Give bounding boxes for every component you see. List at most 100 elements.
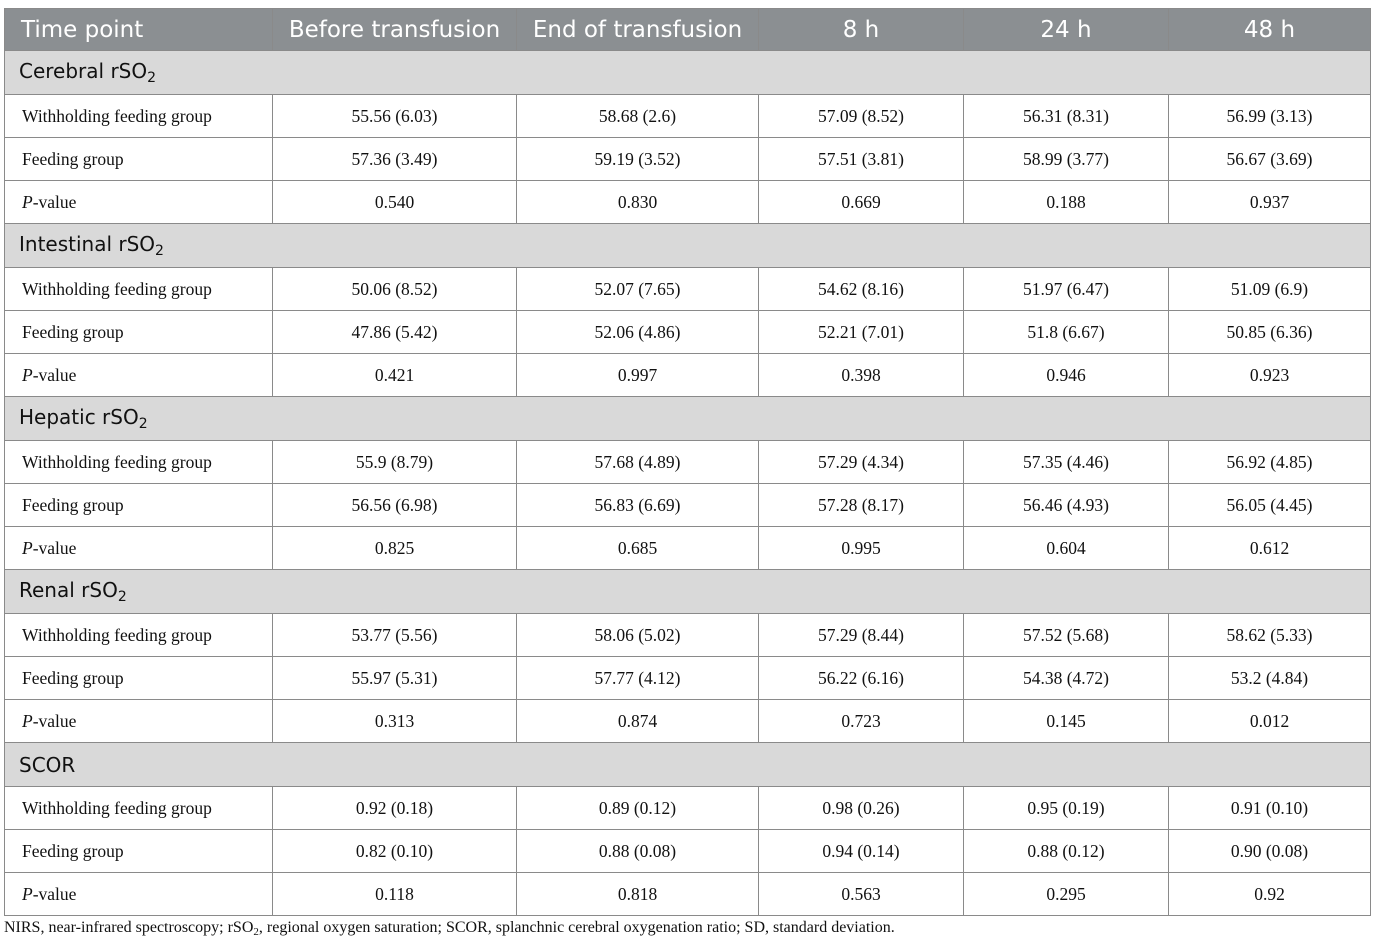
row-label-text: Withholding feeding group (22, 278, 212, 299)
table-cell: 50.06 (8.52) (272, 267, 517, 311)
row-label-text: Feeding group (22, 148, 124, 169)
table-row: Withholding feeding group 55.56 (6.03) 58.… (4, 94, 1371, 138)
table-cell: 57.52 (5.68) (963, 613, 1169, 657)
table-cell: 0.92 (0.18) (272, 786, 517, 830)
footnote-subscript: 2 (253, 926, 259, 938)
table-row: Feeding group 0.82 (0.10) 0.88 (0.08) 0.94 … (4, 829, 1371, 873)
row-label-text: Withholding feeding group (22, 797, 212, 818)
table-cell: 53.77 (5.56) (272, 613, 517, 657)
table-row: Withholding feeding group 53.77 (5.56) 58.… (4, 613, 1371, 657)
table-cell: 50.85 (6.36) (1168, 310, 1371, 354)
section-title: Hepatic rSO2 (4, 396, 1371, 441)
table-cell: 0.997 (516, 353, 759, 397)
table-cell: 56.22 (6.16) (758, 656, 964, 700)
table-cell: 0.94 (0.14) (758, 829, 964, 873)
row-label-text: Feeding group (22, 667, 124, 688)
table-cell: 47.86 (5.42) (272, 310, 517, 354)
table-cell: 0.612 (1168, 526, 1371, 570)
table-cell: 58.62 (5.33) (1168, 613, 1371, 657)
table-cell: 56.92 (4.85) (1168, 440, 1371, 484)
table-cell: 56.56 (6.98) (272, 483, 517, 527)
section-title-subscript: 2 (147, 70, 157, 86)
table-cell: 0.91 (0.10) (1168, 786, 1371, 830)
table-cell: 55.9 (8.79) (272, 440, 517, 484)
section-title-subscript: 2 (117, 589, 127, 605)
table-cell: 0.923 (1168, 353, 1371, 397)
section-title-text: Cerebral rSO (19, 59, 148, 83)
table-row: Withholding feeding group 55.9 (8.79) 57.6… (4, 440, 1371, 484)
table-cell: 0.669 (758, 180, 964, 224)
table-cell: 0.563 (758, 872, 964, 916)
table-cell: 51.09 (6.9) (1168, 267, 1371, 311)
row-label: Withholding feeding group (4, 613, 273, 657)
row-label-text: Feeding group (22, 321, 124, 342)
table-cell: 0.88 (0.12) (963, 829, 1169, 873)
row-label: Feeding group (4, 829, 273, 873)
table-cell: 57.29 (8.44) (758, 613, 964, 657)
table-cell: 0.92 (1168, 872, 1371, 916)
table-cell: 0.723 (758, 699, 964, 743)
table-cell: 58.99 (3.77) (963, 137, 1169, 181)
table-cell: 57.35 (4.46) (963, 440, 1169, 484)
row-label: Feeding group (4, 656, 273, 700)
column-header-before-transfusion: Before transfusion (272, 8, 517, 51)
section-row: SCOR (4, 742, 1371, 787)
column-header-24h: 24 h (963, 8, 1169, 51)
table-cell: 0.89 (0.12) (516, 786, 759, 830)
row-label-italic: P (22, 191, 33, 212)
row-label-italic: P (22, 710, 33, 731)
table-cell: 51.97 (6.47) (963, 267, 1169, 311)
table-cell: 56.83 (6.69) (516, 483, 759, 527)
table-cell: 0.995 (758, 526, 964, 570)
table-row: Feeding group 57.36 (3.49) 59.19 (3.52) 57.… (4, 137, 1371, 181)
table-cell: 52.21 (7.01) (758, 310, 964, 354)
row-label: Feeding group (4, 483, 273, 527)
row-label: Withholding feeding group (4, 786, 273, 830)
row-label: P-value (4, 699, 273, 743)
row-label: P-value (4, 526, 273, 570)
table-cell: 0.82 (0.10) (272, 829, 517, 873)
table-cell: 0.95 (0.19) (963, 786, 1169, 830)
section-row: Intestinal rSO2 (4, 223, 1371, 268)
table-cell: 52.07 (7.65) (516, 267, 759, 311)
table-cell: 54.62 (8.16) (758, 267, 964, 311)
table-row: Feeding group 55.97 (5.31) 57.77 (4.12) 56.… (4, 656, 1371, 700)
table-cell: 51.8 (6.67) (963, 310, 1169, 354)
column-header-time-point: Time point (4, 8, 273, 51)
table-cell: 0.90 (0.08) (1168, 829, 1371, 873)
row-label-text: Withholding feeding group (22, 105, 212, 126)
row-label-italic: P (22, 883, 33, 904)
table-cell: 59.19 (3.52) (516, 137, 759, 181)
row-label: P-value (4, 872, 273, 916)
table-cell: 0.012 (1168, 699, 1371, 743)
table-cell: 57.77 (4.12) (516, 656, 759, 700)
table-cell: 57.29 (4.34) (758, 440, 964, 484)
table-cell: 0.946 (963, 353, 1169, 397)
row-label: Withholding feeding group (4, 267, 273, 311)
table-cell: 55.56 (6.03) (272, 94, 517, 138)
table-cell: 57.68 (4.89) (516, 440, 759, 484)
column-header-end-of-transfusion: End of transfusion (516, 8, 759, 51)
table-cell: 56.05 (4.45) (1168, 483, 1371, 527)
table-cell: 0.398 (758, 353, 964, 397)
row-label-italic: P (22, 537, 33, 558)
table-footnote: NIRS, near-infrared spectroscopy; rSO2, … (4, 919, 895, 938)
row-label: Withholding feeding group (4, 440, 273, 484)
row-label: Feeding group (4, 137, 273, 181)
table-cell: 56.99 (3.13) (1168, 94, 1371, 138)
row-label: Withholding feeding group (4, 94, 273, 138)
table-cell: 53.2 (4.84) (1168, 656, 1371, 700)
table-cell: 0.874 (516, 699, 759, 743)
table-cell: 52.06 (4.86) (516, 310, 759, 354)
table-cell: 0.937 (1168, 180, 1371, 224)
table-cell: 0.145 (963, 699, 1169, 743)
table-cell: 57.28 (8.17) (758, 483, 964, 527)
table-cell: 57.51 (3.81) (758, 137, 964, 181)
table-cell: 0.188 (963, 180, 1169, 224)
table-cell: 55.97 (5.31) (272, 656, 517, 700)
table-cell: 58.68 (2.6) (516, 94, 759, 138)
data-table: Time point Before transfusion End of tra… (4, 8, 1371, 916)
table-row: Feeding group 47.86 (5.42) 52.06 (4.86) 52.… (4, 310, 1371, 354)
table-row: Feeding group 56.56 (6.98) 56.83 (6.69) 57.… (4, 483, 1371, 527)
table-row: P-value 0.540 0.830 0.669 0.188 0.937 (4, 180, 1371, 224)
